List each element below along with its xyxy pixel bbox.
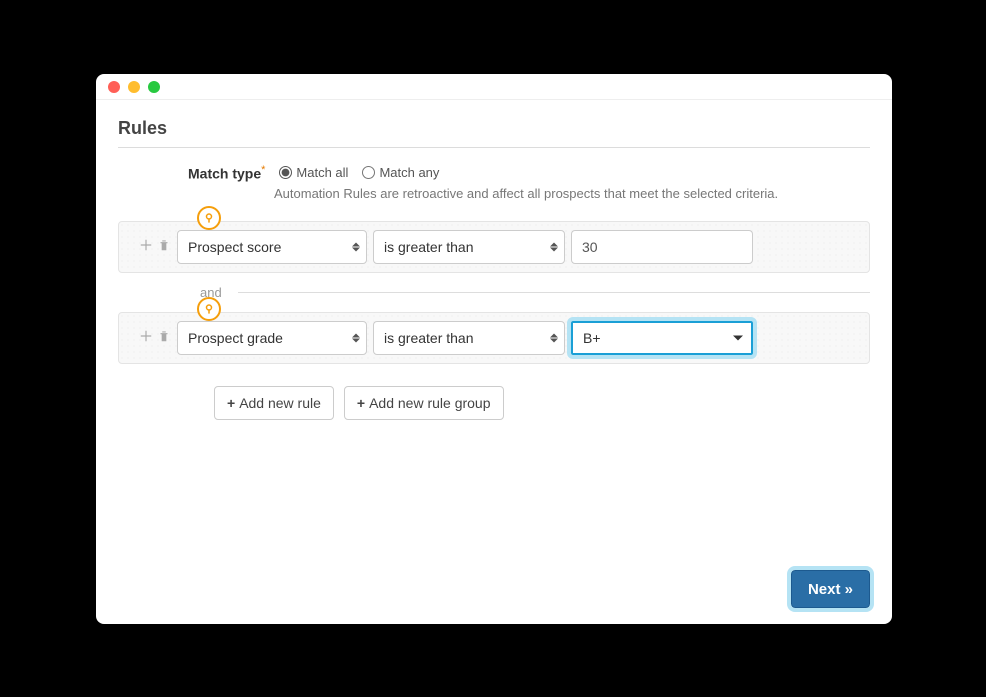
delete-rule-icon[interactable] xyxy=(157,329,171,346)
rule-field-value: Prospect score xyxy=(188,239,281,255)
rule-row: Prospect grade is greater than B+ xyxy=(118,312,870,364)
rule-field-select[interactable]: Prospect grade xyxy=(177,321,367,355)
content-area: Rules Match type* Match all Match any Au… xyxy=(96,100,892,624)
next-button[interactable]: Next » xyxy=(791,570,870,608)
add-rule-icon[interactable] xyxy=(139,329,153,346)
rule-operator-value: is greater than xyxy=(384,330,474,346)
chevron-updown-icon xyxy=(352,242,360,251)
tip-badge-icon xyxy=(197,206,221,230)
match-any-radio[interactable]: Match any xyxy=(362,165,439,180)
close-icon[interactable] xyxy=(108,81,120,93)
divider-line xyxy=(238,292,870,293)
rule-operator-select[interactable]: is greater than xyxy=(373,230,565,264)
chevron-down-icon xyxy=(733,335,743,340)
rule-value-select[interactable]: B+ xyxy=(571,321,753,355)
add-new-rule-label: Add new rule xyxy=(239,395,321,411)
titlebar xyxy=(96,74,892,100)
rule-field-value: Prospect grade xyxy=(188,330,283,346)
delete-rule-icon[interactable] xyxy=(157,238,171,255)
add-new-rule-group-label: Add new rule group xyxy=(369,395,490,411)
chevron-updown-icon xyxy=(550,242,558,251)
match-help-text: Automation Rules are retroactive and aff… xyxy=(274,186,870,201)
match-all-radio[interactable]: Match all xyxy=(279,165,348,180)
match-any-radio-input[interactable] xyxy=(362,166,375,179)
rule-row: Prospect score is greater than xyxy=(118,221,870,273)
match-any-label: Match any xyxy=(379,165,439,180)
tip-badge-icon xyxy=(197,297,221,321)
rule-action-buttons: + Add new rule + Add new rule group xyxy=(214,386,870,420)
rule-value-input[interactable] xyxy=(571,230,753,264)
app-window: Rules Match type* Match all Match any Au… xyxy=(96,74,892,624)
zoom-icon[interactable] xyxy=(148,81,160,93)
rule-actions xyxy=(129,329,171,346)
match-type-row: Match type* Match all Match any xyxy=(188,164,870,182)
minimize-icon[interactable] xyxy=(128,81,140,93)
rule-operator-value: is greater than xyxy=(384,239,474,255)
rule-field-select[interactable]: Prospect score xyxy=(177,230,367,264)
page-title: Rules xyxy=(118,118,870,148)
required-star-icon: * xyxy=(261,164,265,176)
rule-connector: and xyxy=(118,285,870,300)
rule-actions xyxy=(129,238,171,255)
plus-icon: + xyxy=(227,395,235,411)
chevron-updown-icon xyxy=(550,333,558,342)
match-all-label: Match all xyxy=(296,165,348,180)
rule-value-value: B+ xyxy=(583,330,601,346)
match-type-label: Match type* xyxy=(188,164,265,182)
footer: Next » xyxy=(118,570,870,608)
add-new-rule-group-button[interactable]: + Add new rule group xyxy=(344,386,504,420)
match-all-radio-input[interactable] xyxy=(279,166,292,179)
rule-operator-select[interactable]: is greater than xyxy=(373,321,565,355)
add-rule-icon[interactable] xyxy=(139,238,153,255)
plus-icon: + xyxy=(357,395,365,411)
chevron-updown-icon xyxy=(352,333,360,342)
add-new-rule-button[interactable]: + Add new rule xyxy=(214,386,334,420)
